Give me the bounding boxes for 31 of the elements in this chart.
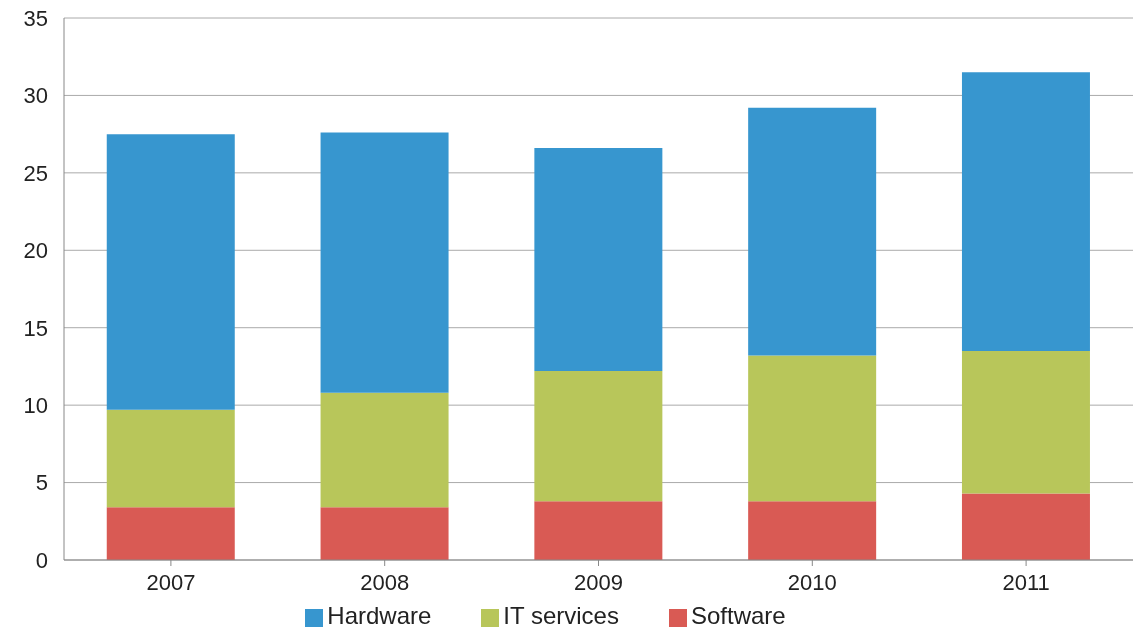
bar <box>534 148 663 372</box>
bar <box>961 493 1090 560</box>
bar <box>748 501 877 560</box>
bar <box>320 392 449 508</box>
bar <box>106 409 235 508</box>
bar <box>106 134 235 410</box>
x-tick-label: 2008 <box>360 569 410 595</box>
legend-label: IT services <box>503 602 619 629</box>
bar <box>961 350 1090 494</box>
bar <box>534 371 663 502</box>
x-tick-label: 2007 <box>146 569 196 595</box>
bar <box>534 501 663 560</box>
x-tick-label: 2010 <box>787 569 837 595</box>
legend-label: Hardware <box>327 602 432 629</box>
bar <box>961 72 1090 351</box>
bar <box>320 132 449 393</box>
y-tick-label: 30 <box>23 83 48 109</box>
x-tick-label: 2009 <box>574 569 623 595</box>
bar <box>748 355 877 502</box>
y-tick-label: 35 <box>23 5 48 31</box>
y-tick-label: 5 <box>35 470 48 496</box>
legend-label: Software <box>690 602 786 629</box>
bar <box>106 507 235 560</box>
y-tick-label: 20 <box>23 238 48 264</box>
bar <box>320 507 449 560</box>
y-tick-label: 15 <box>23 315 48 341</box>
bar <box>748 107 877 356</box>
y-tick-label: 10 <box>23 392 48 418</box>
y-tick-label: 25 <box>23 160 48 186</box>
y-tick-label: 0 <box>35 547 48 573</box>
x-tick-label: 2011 <box>1002 569 1050 595</box>
